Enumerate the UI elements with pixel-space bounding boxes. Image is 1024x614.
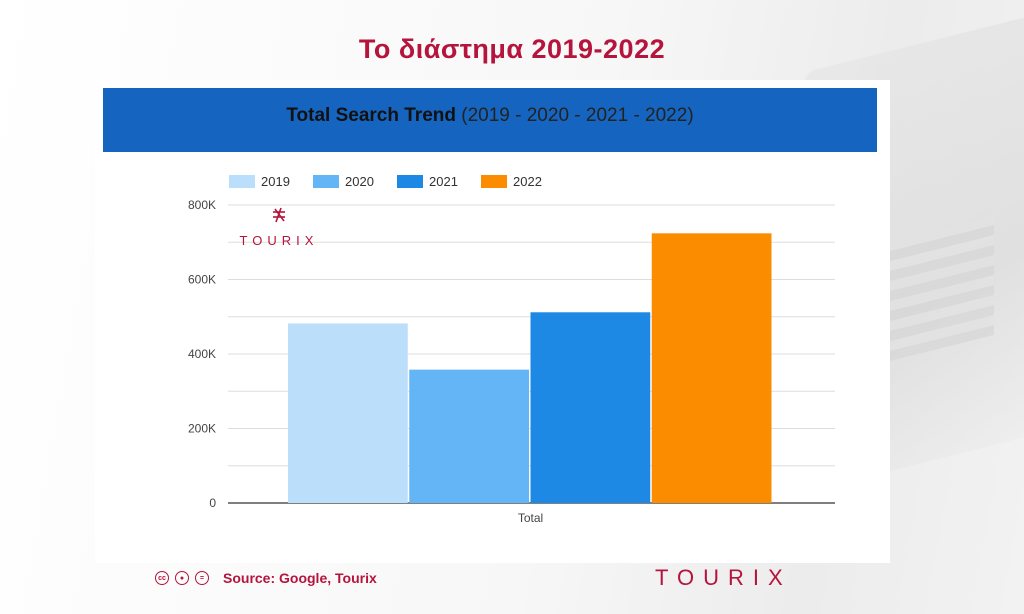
tourix-mark-icon xyxy=(273,207,285,223)
bar-chart: 0 200K 400K 600K 800K Total 2019 2020 2021 2022 xyxy=(188,174,835,525)
bar-2020 xyxy=(409,369,529,503)
footer-source: cc ● = Source: Google, Tourix xyxy=(155,570,377,586)
legend-swatch-2022 xyxy=(481,175,507,188)
chart-subtitle: (2019 - 2020 - 2021 - 2022) xyxy=(461,105,694,126)
bar-2019 xyxy=(288,323,408,503)
bar-2022 xyxy=(651,233,772,503)
y-tick-label: 600K xyxy=(188,273,216,287)
chart-title: Total Search Trend xyxy=(286,105,456,126)
legend-swatch-2020 xyxy=(313,175,339,188)
watermark-text: TOURIX xyxy=(239,233,319,248)
chart-card: Total Search Trend (2019 - 2020 - 2021 -… xyxy=(95,80,890,563)
no-derivatives-icon: = xyxy=(195,571,209,585)
chart-watermark: TOURIX xyxy=(229,206,329,248)
attribution-icon: ● xyxy=(175,571,189,585)
legend-label: 2019 xyxy=(261,174,290,189)
y-tick-label: 800K xyxy=(188,198,216,212)
source-text: Source: Google, Tourix xyxy=(223,570,377,586)
y-tick-label: 200K xyxy=(188,422,216,436)
chart-title-line: Total Search Trend (2019 - 2020 - 2021 -… xyxy=(103,105,877,127)
legend-label: 2021 xyxy=(429,174,458,189)
creative-commons-icon: cc xyxy=(155,571,169,585)
tourix-logo: TOURIX xyxy=(655,565,792,590)
legend-label: 2020 xyxy=(345,174,374,189)
legend-label: 2022 xyxy=(513,174,542,189)
chart-banner: Total Search Trend (2019 - 2020 - 2021 -… xyxy=(103,88,877,152)
y-tick-label: 0 xyxy=(209,496,216,510)
y-tick-label: 400K xyxy=(188,347,216,361)
x-tick-label: Total xyxy=(518,511,543,525)
bar-2021 xyxy=(530,312,651,503)
legend-swatch-2019 xyxy=(229,175,255,188)
page-title: Το διάστημα 2019-2022 xyxy=(358,34,666,64)
legend-swatch-2021 xyxy=(397,175,423,188)
